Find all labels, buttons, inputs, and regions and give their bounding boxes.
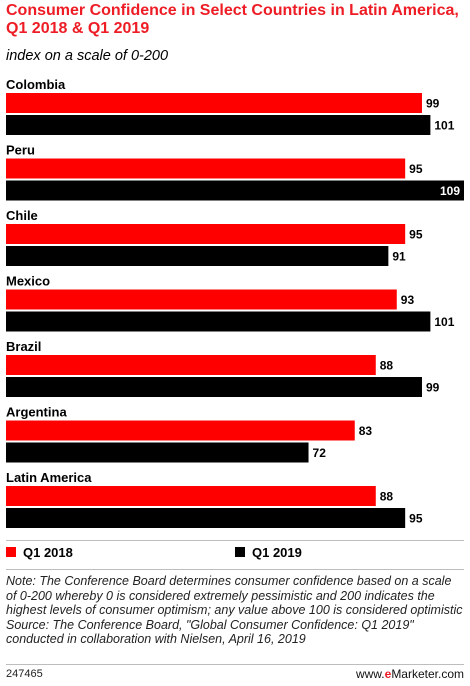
value-label-argentina-q1-2018: 83: [359, 424, 373, 438]
category-label-peru: Peru: [6, 143, 35, 158]
bar-mexico-q1-2018: [6, 289, 397, 310]
bar-latin-america-q1-2019: [6, 508, 406, 528]
bar-latin-america-q1-2018: [6, 486, 376, 506]
brand-e: e: [384, 667, 392, 681]
category-label-argentina: Argentina: [6, 405, 67, 420]
value-label-brazil-q1-2018: 88: [380, 359, 394, 373]
bar-peru-q1-2019: [6, 180, 464, 201]
value-label-peru-q1-2018: 95: [409, 162, 423, 176]
category-label-latin-america: Latin America: [6, 470, 92, 485]
brand-prefix: www.: [355, 667, 385, 681]
footnote-source: Source: The Conference Board, "Global Co…: [6, 617, 414, 647]
value-label-mexico-q1-2019: 101: [434, 315, 454, 329]
legend-label-q1-2019: Q1 2019: [252, 544, 302, 560]
value-label-peru-q1-2019: 109: [440, 184, 460, 198]
bar-chile-q1-2018: [6, 224, 406, 244]
brand-suffix: Marketer.com: [391, 667, 464, 681]
value-label-colombia-q1-2019: 101: [434, 119, 454, 133]
category-label-mexico: Mexico: [6, 274, 50, 289]
footnote-note: Note: The Conference Board determines co…: [6, 574, 463, 617]
bar-chile-q1-2019: [6, 246, 389, 266]
legend-swatch-q1-2018: [6, 547, 16, 557]
legend-label-q1-2018: Q1 2018: [23, 544, 73, 560]
chart-subtitle: index on a scale of 0-200: [6, 48, 169, 64]
bar-argentina-q1-2018: [6, 420, 355, 441]
value-label-mexico-q1-2018: 93: [401, 293, 415, 307]
chart-id: 247465: [6, 668, 43, 680]
value-label-chile-q1-2018: 95: [409, 228, 423, 242]
bar-mexico-q1-2019: [6, 311, 431, 332]
bar-chart: Colombia99101Peru95109Chile9591Mexico931…: [6, 77, 464, 528]
bar-colombia-q1-2018: [6, 93, 422, 113]
category-label-colombia: Colombia: [6, 77, 66, 92]
footer-divider: [6, 664, 464, 665]
value-label-latin-america-q1-2018: 88: [380, 490, 394, 504]
category-label-chile: Chile: [6, 208, 38, 223]
footnote-divider: [6, 569, 464, 570]
value-label-brazil-q1-2019: 99: [426, 381, 440, 395]
legend-item-q1-2018: Q1 2018: [6, 544, 73, 560]
value-label-colombia-q1-2018: 99: [426, 97, 440, 111]
value-label-argentina-q1-2019: 72: [313, 446, 327, 460]
bar-brazil-q1-2018: [6, 355, 376, 375]
legend-divider: [6, 540, 464, 541]
emarketer-logo[interactable]: www.eMarketer.com: [356, 667, 464, 681]
footnote: Note: The Conference Board determines co…: [6, 574, 464, 647]
legend-swatch-q1-2019: [235, 547, 245, 557]
bar-peru-q1-2018: [6, 158, 406, 179]
value-label-latin-america-q1-2019: 95: [409, 512, 423, 526]
category-label-brazil: Brazil: [6, 339, 41, 354]
value-label-chile-q1-2019: 91: [392, 250, 406, 264]
bar-brazil-q1-2019: [6, 377, 422, 397]
chart-title: Consumer Confidence in Select Countries …: [6, 2, 459, 37]
bar-colombia-q1-2019: [6, 115, 431, 135]
bar-argentina-q1-2019: [6, 442, 309, 463]
legend-item-q1-2019: Q1 2019: [235, 544, 302, 560]
